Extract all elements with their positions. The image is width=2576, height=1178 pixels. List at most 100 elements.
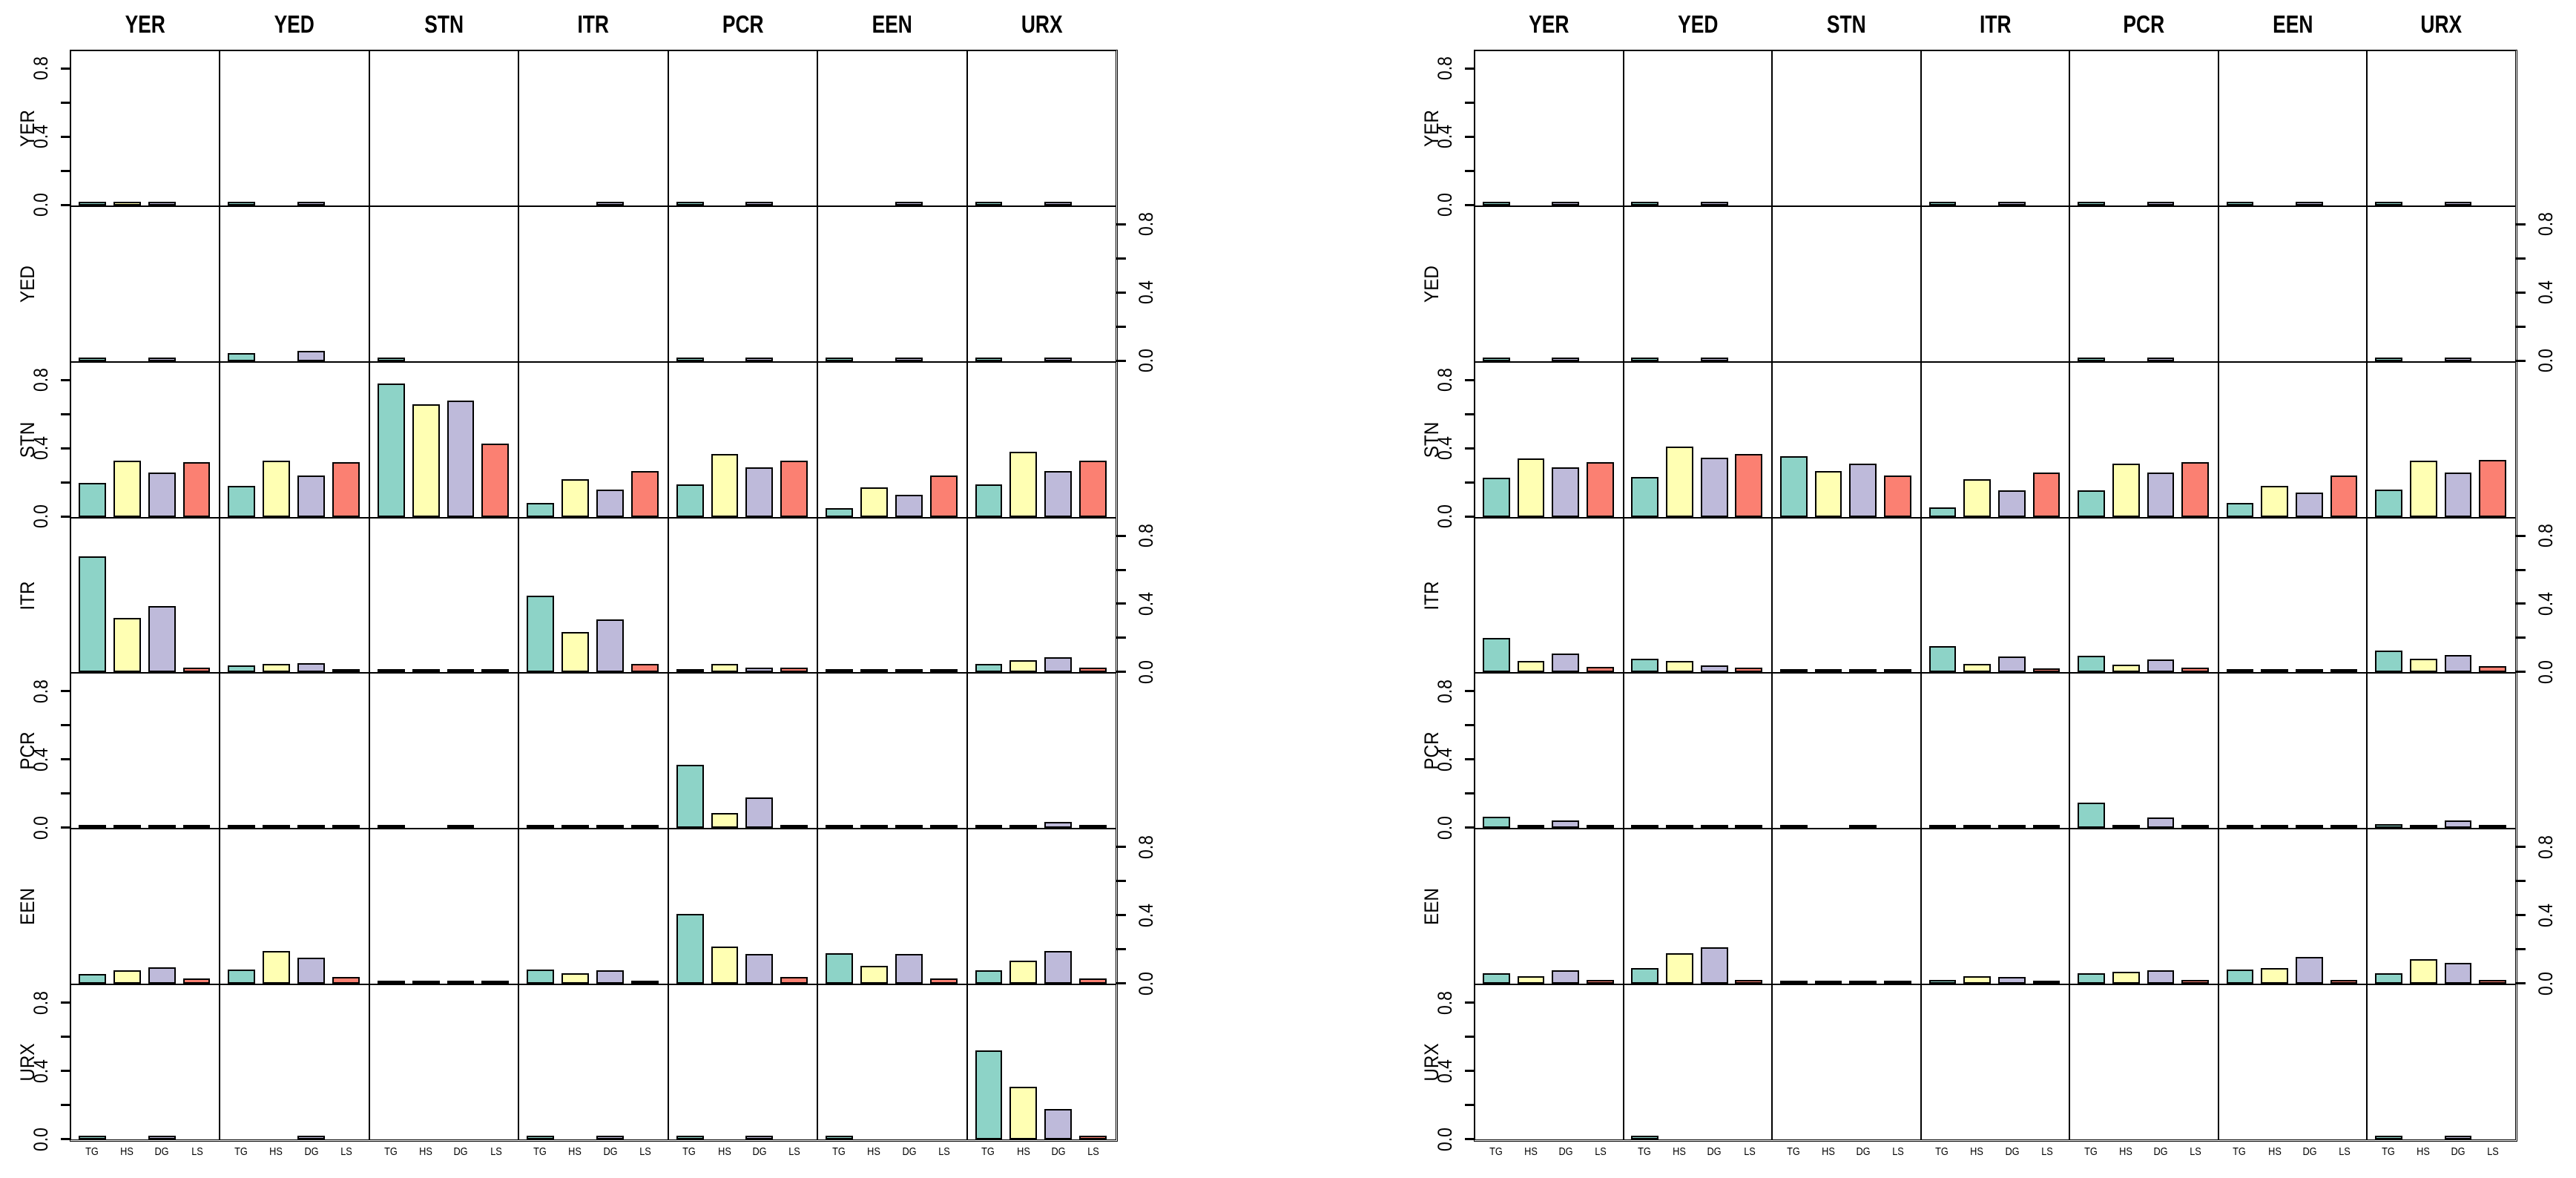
bar-DG	[2444, 1136, 2472, 1139]
y-tick-label: 0.8	[1433, 368, 1456, 392]
panel-URX-URX	[966, 984, 1116, 1140]
bar-LS	[929, 978, 958, 984]
bar-DG	[1700, 458, 1728, 517]
panel-EEN-ITR	[1920, 829, 2070, 985]
panel-URX-STN	[1772, 984, 1921, 1140]
x-category-label-TG: TG	[2084, 1145, 2098, 1158]
y-tick-label: 0.0	[2534, 971, 2557, 996]
bar-HS	[561, 973, 589, 984]
panel-ITR-STN	[369, 517, 519, 674]
x-category-label-HS: HS	[1673, 1145, 1687, 1158]
panel-URX-YED	[1623, 984, 1773, 1140]
y-tick	[2516, 636, 2526, 639]
x-category-label-HS: HS	[419, 1145, 432, 1158]
y-tick	[2516, 257, 2526, 260]
panel-EEN-STN	[369, 829, 519, 985]
row-label-YED: YED	[1420, 265, 1443, 303]
x-category-label-DG: DG	[1051, 1145, 1066, 1158]
bar-HS	[1963, 478, 1991, 517]
row-label-PCR: PCR	[1420, 731, 1443, 771]
bar-DG	[745, 358, 774, 361]
bar-LS	[1735, 979, 1763, 984]
bar-TG	[377, 824, 405, 829]
bar-HS	[1666, 953, 1693, 984]
bar-LS	[630, 980, 659, 984]
bar-TG	[228, 665, 256, 673]
panel-YED-STN	[1772, 205, 1921, 362]
y-tick	[61, 135, 70, 138]
y-tick-label: 0.0	[1433, 1127, 1456, 1151]
y-tick	[1465, 203, 1475, 206]
bar-DG	[297, 824, 325, 829]
x-category-label-TG: TG	[1489, 1145, 1503, 1158]
bar-DG	[447, 824, 475, 829]
panel-PCR-YED	[220, 673, 369, 829]
bar-LS	[182, 667, 211, 673]
bar-HS	[113, 460, 141, 517]
bar-HS	[263, 663, 291, 673]
y-tick	[61, 101, 70, 104]
panel-STN-STN	[1772, 361, 1921, 518]
y-tick	[1116, 223, 1126, 226]
x-category-label-LS: LS	[1743, 1145, 1756, 1158]
y-tick	[2516, 671, 2526, 674]
bar-DG	[2147, 970, 2175, 984]
bar-DG	[596, 202, 624, 205]
panel-PCR-ITR	[518, 673, 668, 829]
panel-STN-URX	[966, 361, 1116, 518]
bar-LS	[2181, 667, 2209, 673]
bar-HS	[1009, 660, 1038, 673]
panel-STN-STN	[369, 361, 519, 518]
x-category-label-DG: DG	[1707, 1145, 1722, 1158]
bar-HS	[2112, 972, 2140, 984]
bar-LS	[2181, 462, 2209, 517]
bar-HS	[711, 453, 739, 517]
y-tick	[2516, 846, 2526, 849]
bar-HS	[2261, 486, 2289, 517]
bar-DG	[2296, 956, 2323, 984]
y-tick	[1116, 671, 1126, 674]
y-tick	[61, 481, 70, 484]
bar-HS	[1666, 447, 1693, 517]
bar-DG	[1700, 358, 1728, 361]
panel-YED-PCR	[2069, 205, 2218, 362]
bar-TG	[676, 358, 704, 361]
bar-HS	[2261, 968, 2289, 984]
bar-DG	[596, 824, 624, 829]
panel-STN-EEN	[817, 361, 967, 518]
bar-TG	[2226, 202, 2254, 205]
bar-HS	[412, 668, 440, 673]
bar-TG	[377, 358, 405, 361]
bar-TG	[1482, 358, 1510, 361]
panel-YER-YER	[1475, 50, 1624, 206]
bar-TG	[228, 202, 256, 205]
bar-TG	[2078, 490, 2105, 517]
bar-TG	[676, 484, 704, 517]
bar-TG	[2078, 973, 2105, 984]
bar-DG	[2147, 817, 2175, 829]
bar-TG	[2375, 358, 2403, 361]
bar-HS	[1009, 961, 1038, 984]
panel-ITR-STN	[1772, 517, 1921, 674]
bar-LS	[630, 824, 659, 829]
bar-LS	[332, 668, 360, 673]
panel-YED-EEN	[817, 205, 967, 362]
panel-URX-STN	[369, 984, 519, 1140]
bar-HS	[561, 632, 589, 673]
y-tick-label: 0.0	[1433, 815, 1456, 840]
y-tick	[1116, 636, 1126, 639]
bar-TG	[377, 384, 405, 517]
y-tick	[1116, 846, 1126, 849]
bar-TG	[975, 484, 1003, 517]
bar-HS	[1517, 824, 1545, 829]
bar-TG	[1482, 973, 1510, 984]
row-label-EEN: EEN	[1420, 888, 1443, 926]
bar-DG	[1849, 464, 1877, 517]
panel-YED-URX	[2367, 205, 2516, 362]
bar-TG	[1482, 638, 1510, 673]
panel-YED-URX	[966, 205, 1116, 362]
y-tick	[1465, 724, 1475, 727]
panel-URX-YER	[70, 984, 220, 1140]
bar-TG	[2375, 489, 2403, 517]
bar-HS	[561, 824, 589, 829]
